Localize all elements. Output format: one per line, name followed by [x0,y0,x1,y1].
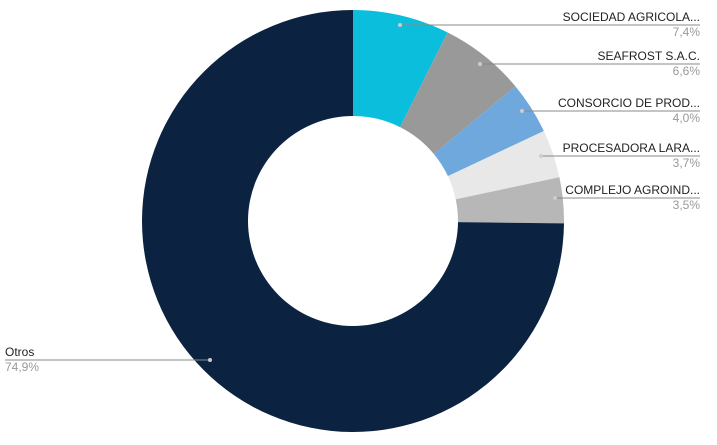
slice-label: SOCIEDAD AGRICOLA... [563,10,700,24]
slice [400,32,516,154]
slice-label: Otros [5,345,34,359]
slice [447,130,560,200]
slice-value: 4,0% [673,111,701,125]
leader-dot [478,62,482,66]
leader-dot [520,109,524,113]
slice-value: 7,4% [673,25,701,39]
slice-label: SEAFROST S.A.C. [598,49,700,63]
slice-label: PROCESADORA LARA... [563,141,700,155]
slice-value: 3,7% [673,156,701,170]
slice-value: 6,6% [673,64,701,78]
slice-label: CONSORCIO DE PROD... [558,96,700,110]
slice [353,10,448,128]
slice [433,86,544,177]
slice-value: 74,9% [5,360,39,374]
leader-dot [553,196,557,200]
slice-label: COMPLEJO AGROIND... [565,183,700,197]
leader-dot [398,23,402,27]
slice-value: 3,5% [673,198,701,212]
leader-dot [208,358,212,362]
slice [141,10,564,432]
slice [455,177,564,224]
leader-dot [539,154,543,158]
